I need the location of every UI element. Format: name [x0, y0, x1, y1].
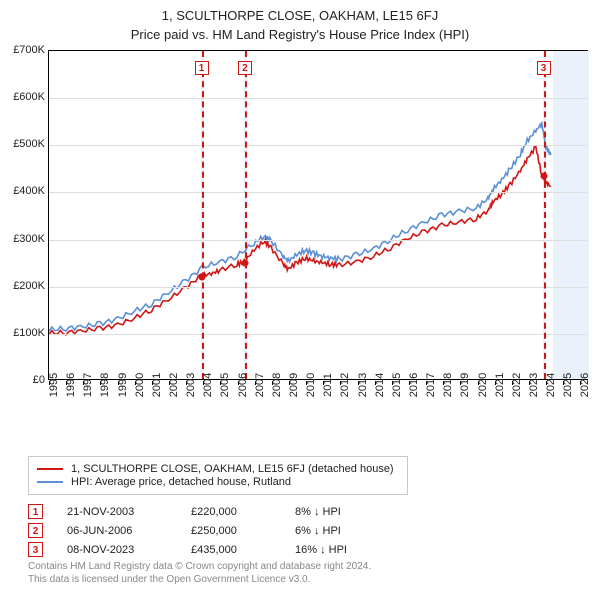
- footer-attribution: Contains HM Land Registry data © Crown c…: [28, 561, 371, 586]
- ytick-label: £100K: [13, 327, 45, 339]
- xtick-label: 2014: [374, 373, 386, 397]
- ytick-label: £0: [33, 374, 45, 386]
- title-sub: Price paid vs. HM Land Registry's House …: [0, 27, 600, 42]
- event-row: 2 06-JUN-2006 £250,000 6% ↓ HPI: [28, 523, 395, 538]
- xtick-label: 2003: [185, 373, 197, 397]
- legend-label: HPI: Average price, detached house, Rutl…: [71, 476, 291, 488]
- gridline: [49, 287, 587, 288]
- xtick-label: 2001: [151, 373, 163, 397]
- event-marker-2: 2: [28, 523, 43, 538]
- legend-row: HPI: Average price, detached house, Rutl…: [37, 476, 399, 488]
- ytick-label: £400K: [13, 185, 45, 197]
- xtick-label: 2025: [562, 373, 574, 397]
- series-line: [49, 122, 551, 332]
- event-marker-3: 3: [28, 542, 43, 557]
- plot-area: 1 2 3: [48, 50, 588, 380]
- xtick-label: 2006: [237, 373, 249, 397]
- xtick-label: 2008: [271, 373, 283, 397]
- footer-line: This data is licensed under the Open Gov…: [28, 574, 371, 587]
- event-date: 08-NOV-2023: [67, 544, 167, 556]
- xtick-label: 2023: [528, 373, 540, 397]
- event-price: £220,000: [191, 506, 271, 518]
- xtick-label: 2019: [459, 373, 471, 397]
- legend-label: 1, SCULTHORPE CLOSE, OAKHAM, LE15 6FJ (d…: [71, 463, 394, 475]
- xtick-label: 2013: [357, 373, 369, 397]
- ytick-label: £600K: [13, 91, 45, 103]
- xtick-label: 2024: [545, 373, 557, 397]
- xtick-label: 2020: [477, 373, 489, 397]
- marker-box-1: 1: [195, 61, 209, 75]
- xtick-label: 1997: [82, 373, 94, 397]
- event-delta: 6% ↓ HPI: [295, 525, 395, 537]
- marker-line: [544, 51, 546, 379]
- ytick-label: £200K: [13, 280, 45, 292]
- gridline: [49, 240, 587, 241]
- event-date: 06-JUN-2006: [67, 525, 167, 537]
- xtick-label: 2026: [579, 373, 591, 397]
- ytick-label: £700K: [13, 44, 45, 56]
- xtick-label: 2000: [134, 373, 146, 397]
- marker-box-2: 2: [238, 61, 252, 75]
- xtick-label: 2021: [494, 373, 506, 397]
- footer-line: Contains HM Land Registry data © Crown c…: [28, 561, 371, 574]
- xtick-label: 2015: [391, 373, 403, 397]
- gridline: [49, 98, 587, 99]
- events-list: 1 21-NOV-2003 £220,000 8% ↓ HPI 2 06-JUN…: [28, 500, 395, 561]
- xtick-label: 2010: [305, 373, 317, 397]
- xtick-label: 2022: [511, 373, 523, 397]
- ytick-label: £500K: [13, 138, 45, 150]
- event-delta: 8% ↓ HPI: [295, 506, 395, 518]
- xtick-label: 2012: [339, 373, 351, 397]
- legend-row: 1, SCULTHORPE CLOSE, OAKHAM, LE15 6FJ (d…: [37, 463, 399, 475]
- xtick-label: 2011: [322, 373, 334, 397]
- xtick-label: 2017: [425, 373, 437, 397]
- marker-line: [245, 51, 247, 379]
- event-row: 1 21-NOV-2003 £220,000 8% ↓ HPI: [28, 504, 395, 519]
- line-layer: [49, 51, 587, 379]
- xtick-label: 2005: [219, 373, 231, 397]
- legend-box: 1, SCULTHORPE CLOSE, OAKHAM, LE15 6FJ (d…: [28, 456, 408, 495]
- xtick-label: 2018: [442, 373, 454, 397]
- gridline: [49, 192, 587, 193]
- xtick-label: 1996: [65, 373, 77, 397]
- series-line: [49, 146, 551, 334]
- event-delta: 16% ↓ HPI: [295, 544, 395, 556]
- event-price: £435,000: [191, 544, 271, 556]
- legend-swatch-hpi: [37, 481, 63, 483]
- xtick-label: 2009: [288, 373, 300, 397]
- xtick-label: 2016: [408, 373, 420, 397]
- marker-line: [202, 51, 204, 379]
- ytick-label: £300K: [13, 233, 45, 245]
- event-row: 3 08-NOV-2023 £435,000 16% ↓ HPI: [28, 542, 395, 557]
- sale-point: [198, 274, 205, 281]
- xtick-label: 2007: [254, 373, 266, 397]
- xtick-label: 1999: [117, 373, 129, 397]
- marker-box-3: 3: [537, 61, 551, 75]
- event-price: £250,000: [191, 525, 271, 537]
- event-date: 21-NOV-2003: [67, 506, 167, 518]
- event-marker-1: 1: [28, 504, 43, 519]
- gridline: [49, 334, 587, 335]
- sale-point: [540, 172, 547, 179]
- gridline: [49, 145, 587, 146]
- xtick-label: 1995: [48, 373, 60, 397]
- xtick-label: 2004: [202, 373, 214, 397]
- xtick-label: 1998: [99, 373, 111, 397]
- chart-area: 123 £0£100K£200K£300K£400K£500K£600K£700…: [0, 50, 600, 420]
- xtick-label: 2002: [168, 373, 180, 397]
- title-block: 1, SCULTHORPE CLOSE, OAKHAM, LE15 6FJ Pr…: [0, 0, 600, 42]
- sale-point: [241, 260, 248, 267]
- title-main: 1, SCULTHORPE CLOSE, OAKHAM, LE15 6FJ: [0, 8, 600, 23]
- chart-container: 1, SCULTHORPE CLOSE, OAKHAM, LE15 6FJ Pr…: [0, 0, 600, 590]
- legend-swatch-property: [37, 468, 63, 470]
